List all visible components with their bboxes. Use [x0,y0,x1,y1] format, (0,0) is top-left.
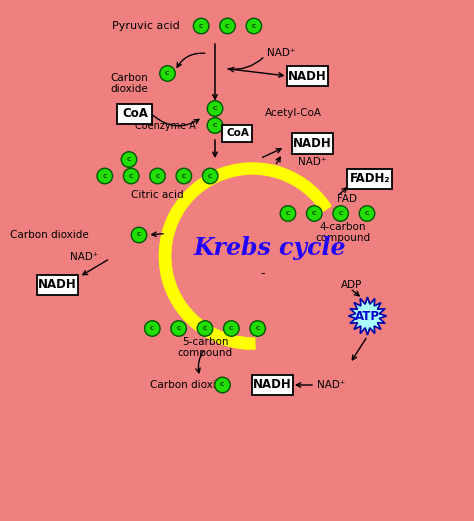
Text: C: C [127,157,131,162]
Circle shape [160,66,175,81]
Text: C: C [102,173,107,179]
Circle shape [307,206,322,221]
Circle shape [97,168,112,184]
Text: NAD⁺: NAD⁺ [70,252,99,262]
Circle shape [207,101,223,116]
Circle shape [280,206,296,221]
Circle shape [150,168,165,184]
FancyBboxPatch shape [287,66,328,86]
Circle shape [176,168,191,184]
FancyBboxPatch shape [118,104,153,123]
Text: C: C [213,123,217,128]
FancyBboxPatch shape [347,168,392,189]
Circle shape [197,321,213,336]
Text: 4-carbon
compound: 4-carbon compound [315,222,370,243]
Circle shape [359,206,375,221]
Text: CoA: CoA [226,129,249,139]
FancyBboxPatch shape [252,375,293,395]
Text: C: C [129,173,133,179]
Text: ATP: ATP [355,309,380,322]
Polygon shape [348,297,386,335]
Text: C: C [155,173,160,179]
Text: Krebs cycle: Krebs cycle [194,237,346,260]
Circle shape [131,227,147,243]
Text: Citric acid: Citric acid [131,190,184,200]
Text: C: C [165,71,170,76]
Text: Carbon dioxide: Carbon dioxide [10,230,89,240]
Text: -: - [260,267,265,280]
Circle shape [215,377,230,393]
Text: Carbon
dioxide: Carbon dioxide [110,73,148,94]
Text: C: C [312,211,317,216]
Circle shape [193,18,209,34]
Circle shape [220,18,235,34]
Text: ADP: ADP [341,280,363,290]
Text: NADH: NADH [293,137,332,150]
Text: Pyruvic acid: Pyruvic acid [112,21,180,31]
Text: C: C [150,326,155,331]
Text: C: C [229,326,234,331]
FancyBboxPatch shape [37,275,78,295]
Text: C: C [199,23,203,29]
Circle shape [250,321,265,336]
Text: C: C [365,211,369,216]
Text: C: C [137,232,141,238]
FancyBboxPatch shape [292,133,333,154]
Text: C: C [338,211,343,216]
Text: NAD⁺: NAD⁺ [298,157,327,167]
Text: NAD⁺: NAD⁺ [267,48,296,58]
Text: NADH: NADH [288,69,327,82]
Text: C: C [213,106,217,111]
Text: Acetyl-CoA: Acetyl-CoA [265,108,322,118]
Circle shape [171,321,186,336]
Text: C: C [220,382,225,388]
Text: C: C [176,326,181,331]
Text: NADH: NADH [253,378,292,391]
Text: C: C [252,23,256,29]
Text: C: C [225,23,230,29]
Circle shape [121,152,137,167]
Circle shape [123,168,139,184]
Text: C: C [182,173,186,179]
Text: C: C [203,326,207,331]
Text: Carbon dioxide: Carbon dioxide [150,380,229,390]
Circle shape [145,321,160,336]
Text: Coenzyme A: Coenzyme A [135,121,195,131]
Circle shape [333,206,348,221]
Text: 5-carbon
compound: 5-carbon compound [177,337,233,358]
Text: C: C [286,211,290,216]
Text: CoA: CoA [122,107,148,120]
Text: NAD⁺: NAD⁺ [318,380,346,390]
Circle shape [246,18,262,34]
Text: FADH₂: FADH₂ [350,172,390,185]
Circle shape [224,321,239,336]
Text: C: C [255,326,260,331]
Circle shape [207,118,223,133]
Text: NADH: NADH [38,279,77,292]
FancyBboxPatch shape [222,125,253,142]
Circle shape [202,168,218,184]
Text: C: C [208,173,212,179]
Text: FAD: FAD [337,193,357,204]
